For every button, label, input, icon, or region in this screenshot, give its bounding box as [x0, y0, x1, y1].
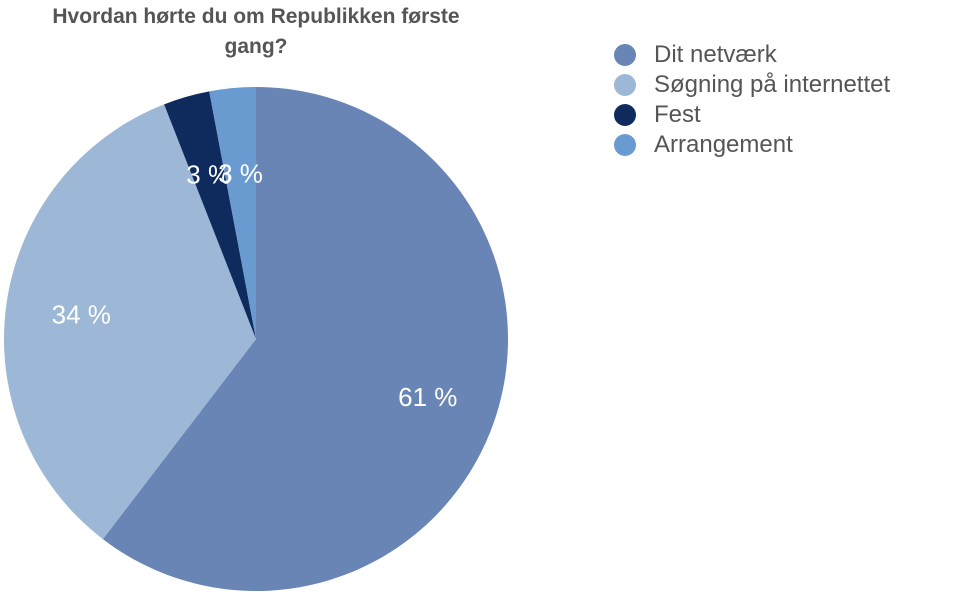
legend: Dit netværk Søgning på internettet Fest Arr…	[614, 40, 890, 160]
data-label-0: 61 %	[398, 382, 457, 412]
data-label-2: 3 %	[186, 159, 231, 189]
legend-swatch	[614, 104, 636, 126]
legend-swatch	[614, 74, 636, 96]
pie-slice-0	[102, 87, 509, 591]
legend-label: Arrangement	[654, 131, 793, 158]
legend-label: Søgning på internettet	[654, 71, 891, 98]
chart-title: Hvordan hørte du om Republikken første g…	[52, 5, 460, 58]
data-label-1: 34 %	[52, 299, 111, 329]
legend-swatch	[614, 44, 636, 66]
legend-label: Dit netværk	[654, 41, 777, 68]
data-label-3: 3 %	[218, 158, 263, 188]
legend-swatch	[614, 134, 636, 156]
legend-item-2: Fest	[614, 100, 890, 130]
pie-slice-1	[4, 104, 256, 540]
pie-slice-3	[209, 87, 256, 339]
legend-label: Fest	[654, 101, 701, 128]
legend-item-1: Søgning på internettet	[614, 70, 890, 100]
pie-slice-2	[164, 91, 256, 339]
legend-item-3: Arrangement	[614, 130, 890, 160]
legend-item-0: Dit netværk	[614, 40, 890, 70]
